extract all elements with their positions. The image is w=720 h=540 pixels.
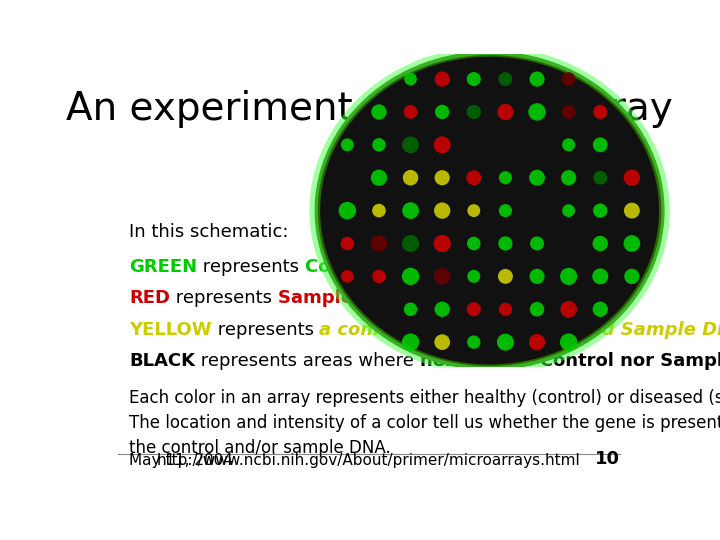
Point [563, 272, 575, 281]
Text: RED: RED [129, 289, 170, 307]
Point [405, 239, 416, 248]
Text: represents areas where: represents areas where [195, 352, 420, 370]
Point [531, 305, 543, 314]
Point [563, 305, 575, 314]
Point [405, 206, 416, 215]
Point [626, 206, 638, 215]
Text: neither the Control nor Sample DNA: neither the Control nor Sample DNA [420, 352, 720, 370]
Text: An experiment on a microarray: An experiment on a microarray [66, 90, 672, 128]
Point [563, 140, 575, 149]
Point [373, 305, 384, 314]
Point [531, 206, 543, 215]
Point [405, 338, 416, 347]
Ellipse shape [318, 54, 662, 367]
Text: In this schematic:: In this schematic: [129, 223, 289, 241]
Point [373, 140, 384, 149]
Point [595, 107, 606, 116]
Point [500, 173, 511, 182]
Text: Each color in an array represents either healthy (control) or diseased (sample) : Each color in an array represents either… [129, 389, 720, 457]
Point [468, 338, 480, 347]
Text: YELLOW: YELLOW [129, 321, 212, 339]
Point [531, 173, 543, 182]
Point [626, 239, 638, 248]
Point [563, 107, 575, 116]
Point [468, 173, 480, 182]
Point [500, 272, 511, 281]
Point [531, 75, 543, 83]
Point [500, 140, 511, 149]
Text: represents: represents [170, 289, 278, 307]
Point [468, 305, 480, 314]
Text: a combination of Control and Sample DNA: a combination of Control and Sample DNA [320, 321, 720, 339]
Point [531, 272, 543, 281]
Point [373, 173, 384, 182]
Point [373, 107, 384, 116]
Point [500, 206, 511, 215]
Point [436, 338, 448, 347]
Point [468, 107, 480, 116]
Point [563, 239, 575, 248]
Point [626, 173, 638, 182]
Point [500, 305, 511, 314]
Point [341, 140, 353, 149]
Point [468, 206, 480, 215]
Point [436, 206, 448, 215]
Text: represents: represents [212, 321, 320, 339]
Point [405, 75, 416, 83]
Point [436, 239, 448, 248]
Point [626, 140, 638, 149]
Text: BLACK: BLACK [129, 352, 195, 370]
Point [531, 338, 543, 347]
Point [626, 272, 638, 281]
Point [436, 75, 448, 83]
Point [405, 272, 416, 281]
Point [531, 239, 543, 248]
Point [436, 107, 448, 116]
Point [531, 107, 543, 116]
Point [341, 272, 353, 281]
Point [436, 305, 448, 314]
Point [341, 239, 353, 248]
Point [436, 173, 448, 182]
Point [341, 173, 353, 182]
Point [563, 75, 575, 83]
Point [373, 206, 384, 215]
Point [595, 239, 606, 248]
Point [405, 173, 416, 182]
Text: represents: represents [197, 258, 305, 276]
Point [595, 173, 606, 182]
Point [500, 107, 511, 116]
Point [341, 206, 353, 215]
Point [563, 338, 575, 347]
Point [563, 173, 575, 182]
Point [500, 75, 511, 83]
Point [563, 206, 575, 215]
Point [436, 272, 448, 281]
Text: Control DNA: Control DNA [305, 258, 429, 276]
Point [468, 272, 480, 281]
Point [595, 140, 606, 149]
Text: May 11, 2004: May 11, 2004 [129, 453, 233, 468]
Text: http://www.ncbi.nih.gov/About/primer/microarrays.html: http://www.ncbi.nih.gov/About/primer/mic… [157, 453, 581, 468]
Point [595, 206, 606, 215]
Point [595, 272, 606, 281]
Point [500, 338, 511, 347]
Point [405, 107, 416, 116]
Point [373, 272, 384, 281]
Point [468, 239, 480, 248]
Point [468, 75, 480, 83]
Point [468, 140, 480, 149]
Point [405, 140, 416, 149]
Text: 10: 10 [595, 450, 620, 468]
Point [531, 140, 543, 149]
Text: Sample DNA: Sample DNA [278, 289, 403, 307]
Text: GREEN: GREEN [129, 258, 197, 276]
Point [436, 140, 448, 149]
Point [595, 305, 606, 314]
Point [405, 305, 416, 314]
Point [373, 239, 384, 248]
Point [500, 239, 511, 248]
